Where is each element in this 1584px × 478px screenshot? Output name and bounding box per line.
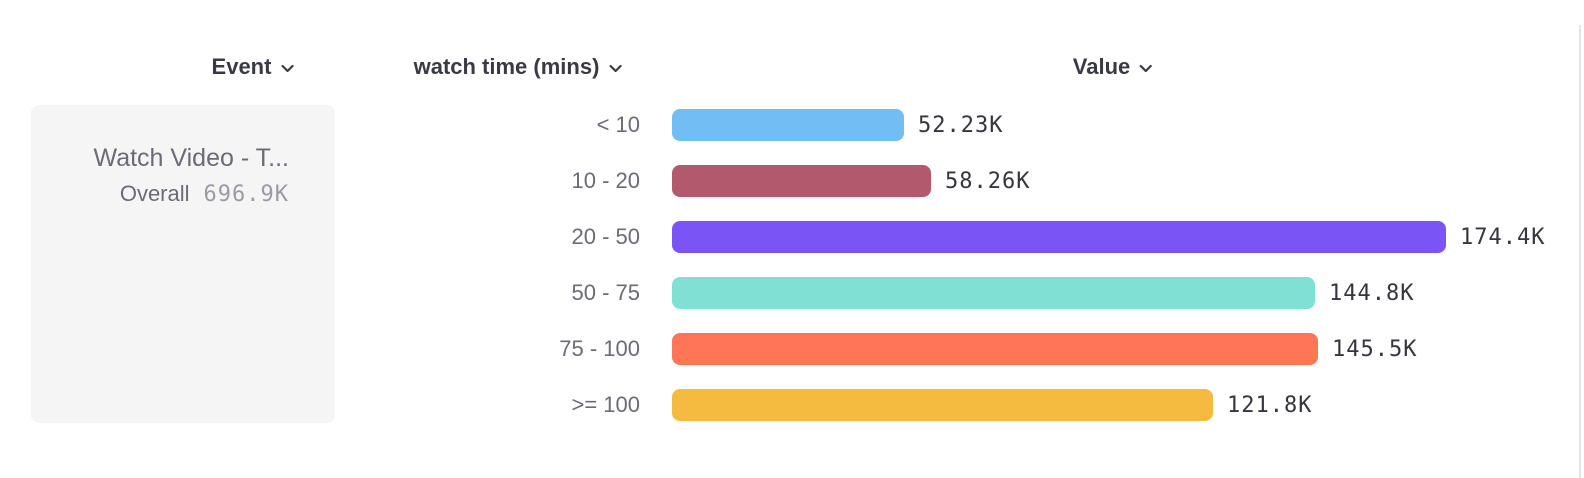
right-panel-divider [1579, 25, 1581, 478]
bar-row: >= 100 121.8K [0, 377, 1584, 433]
event-column-label: Event [211, 54, 272, 79]
breakdown-column-header[interactable]: watch time (mins) [414, 53, 623, 81]
bucket-label: 75 - 100 [559, 336, 640, 361]
bar-segment[interactable] [672, 109, 904, 141]
event-card[interactable]: Watch Video - T... Overall 696.9K [31, 105, 335, 423]
bar-segment[interactable] [672, 165, 931, 197]
value-column-header[interactable]: Value [1073, 53, 1153, 81]
bar-chart-rows: < 10 52.23K 10 - 20 58.26K 20 - 50 174.4K 50 -… [0, 97, 1584, 433]
overall-value: 696.9K [203, 182, 289, 207]
bar-row: 20 - 50 174.4K [0, 209, 1584, 265]
bar-segment[interactable] [672, 389, 1213, 421]
bar-value-label: 52.23K [918, 112, 1004, 138]
value-column-label: Value [1072, 54, 1131, 79]
bar-row: < 10 52.23K [0, 97, 1584, 153]
bar-segment[interactable] [672, 277, 1315, 309]
bar-segment[interactable] [672, 221, 1446, 253]
bar-value-label: 121.8K [1227, 392, 1313, 418]
bar-row: 75 - 100 145.5K [0, 321, 1584, 377]
event-card-content: Watch Video - T... Overall 696.9K [31, 105, 335, 210]
bar-value-label: 145.5K [1332, 336, 1418, 362]
chevron-down-icon [1139, 64, 1153, 73]
bar-value-label: 174.4K [1460, 224, 1546, 250]
event-name: Watch Video - T... [93, 144, 289, 172]
bar-row: 50 - 75 144.8K [0, 265, 1584, 321]
chevron-down-icon [280, 64, 294, 73]
event-overall-row: Overall 696.9K [31, 179, 289, 210]
bar-segment[interactable] [672, 333, 1318, 365]
chevron-down-icon [608, 64, 622, 73]
bucket-label: 10 - 20 [571, 168, 641, 193]
bucket-label: 50 - 75 [571, 280, 641, 305]
bar-value-label: 58.26K [945, 168, 1031, 194]
event-column-header[interactable]: Event [212, 53, 295, 81]
bucket-label: < 10 [596, 112, 640, 137]
bucket-label: 20 - 50 [571, 224, 641, 249]
bar-value-label: 144.8K [1329, 280, 1415, 306]
bar-row: 10 - 20 58.26K [0, 153, 1584, 209]
overall-label: Overall [119, 181, 190, 206]
breakdown-column-label: watch time (mins) [413, 54, 600, 79]
bucket-label: >= 100 [571, 392, 640, 417]
